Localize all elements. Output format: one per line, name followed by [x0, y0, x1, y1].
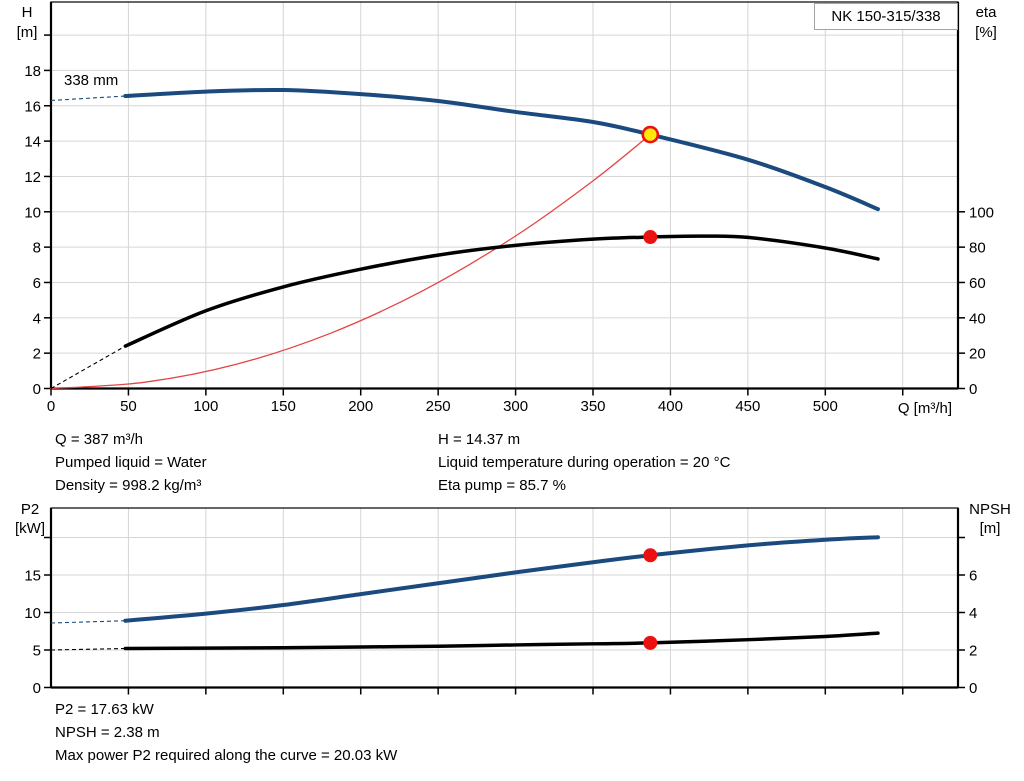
right-tick-label: 6 [969, 568, 977, 585]
npsh-axis-label: NPSH [m] [969, 501, 1011, 537]
left-tick-label: 0 [33, 381, 41, 398]
liquid-temperature: Liquid temperature during operation = 20… [438, 454, 731, 471]
head-curve[interactable] [123, 87, 880, 212]
left-tick-label: 6 [33, 275, 41, 292]
npsh-curve-lead [50, 647, 126, 651]
npsh-value: NPSH = 2.38 m [55, 724, 160, 741]
efficiency-curve[interactable] [123, 234, 880, 348]
pump-name-box: NK 150-315/338 [814, 3, 958, 30]
right-tick-label: 60 [969, 275, 986, 292]
x-tick-label: 500 [813, 398, 838, 415]
duty-annotations-right: H = 14.37 m Liquid temperature during op… [438, 430, 730, 499]
x-tick-label: 0 [47, 398, 55, 415]
duty-point[interactable] [641, 125, 660, 144]
npsh-point[interactable] [643, 635, 658, 650]
left-tick-label: 8 [33, 240, 41, 257]
left-tick-label: 0 [33, 680, 41, 697]
p2-axis-label: P2 [kW] [15, 501, 45, 537]
p2-curve[interactable] [123, 535, 880, 623]
efficiency-curve-lead [50, 345, 126, 389]
head-curve-lead [50, 95, 126, 102]
x-tick-label: 350 [580, 398, 605, 415]
power-annotations: P2 = 17.63 kW NPSH = 2.38 m Max power P2… [55, 700, 397, 769]
system-curve[interactable] [50, 133, 651, 390]
impeller-diameter-label: 338 mm [64, 72, 119, 89]
left-tick-label: 16 [24, 98, 41, 115]
left-tick-label: 10 [24, 204, 41, 221]
p2-curve-lead [50, 620, 126, 624]
left-tick-label: 2 [33, 346, 41, 363]
left-tick-label: 14 [24, 134, 41, 151]
pumped-liquid: Pumped liquid = Water [55, 454, 207, 471]
x-tick-label: 300 [503, 398, 528, 415]
x-tick-label: 150 [271, 398, 296, 415]
eta-point[interactable] [643, 230, 658, 245]
left-tick-label: 4 [33, 310, 41, 327]
right-tick-label: 0 [969, 680, 977, 697]
eta-axis-label: eta [%] [975, 4, 997, 41]
duty-annotations-left: Q = 387 m³/h Pumped liquid = Water Densi… [55, 430, 207, 499]
left-tick-label: 15 [24, 568, 41, 585]
right-tick-label: 80 [969, 240, 986, 257]
x-tick-label: 200 [348, 398, 373, 415]
x-tick-label: 250 [426, 398, 451, 415]
max-power: Max power P2 required along the curve = … [55, 747, 398, 764]
right-tick-label: 100 [969, 204, 994, 221]
right-tick-label: 4 [969, 605, 977, 622]
density: Density = 998.2 kg/m³ [55, 477, 202, 494]
left-tick-label: 10 [24, 605, 41, 622]
right-tick-label: 0 [969, 381, 977, 398]
q-value: Q = 387 m³/h [55, 431, 143, 448]
x-tick-label: 50 [120, 398, 137, 415]
p2-value: P2 = 17.63 kW [55, 701, 154, 718]
npsh-curve[interactable] [123, 631, 880, 651]
eta-pump: Eta pump = 85.7 % [438, 477, 566, 494]
left-tick-label: 5 [33, 643, 41, 660]
p2-point[interactable] [643, 548, 658, 563]
h-axis-label: H [m] [16, 4, 38, 41]
left-tick-label: 12 [24, 169, 41, 186]
right-tick-label: 20 [969, 346, 986, 363]
right-tick-label: 2 [969, 643, 977, 660]
q-axis-label: Q [m³/h] [897, 400, 952, 417]
left-tick-label: 18 [24, 63, 41, 80]
plot-frame [50, 507, 959, 689]
plot-frame [50, 1, 959, 390]
x-tick-label: 100 [193, 398, 218, 415]
right-tick-label: 40 [969, 310, 986, 327]
x-tick-label: 400 [658, 398, 683, 415]
h-value: H = 14.37 m [438, 431, 521, 448]
pump-name: NK 150-315/338 [831, 8, 941, 25]
x-tick-label: 450 [735, 398, 760, 415]
